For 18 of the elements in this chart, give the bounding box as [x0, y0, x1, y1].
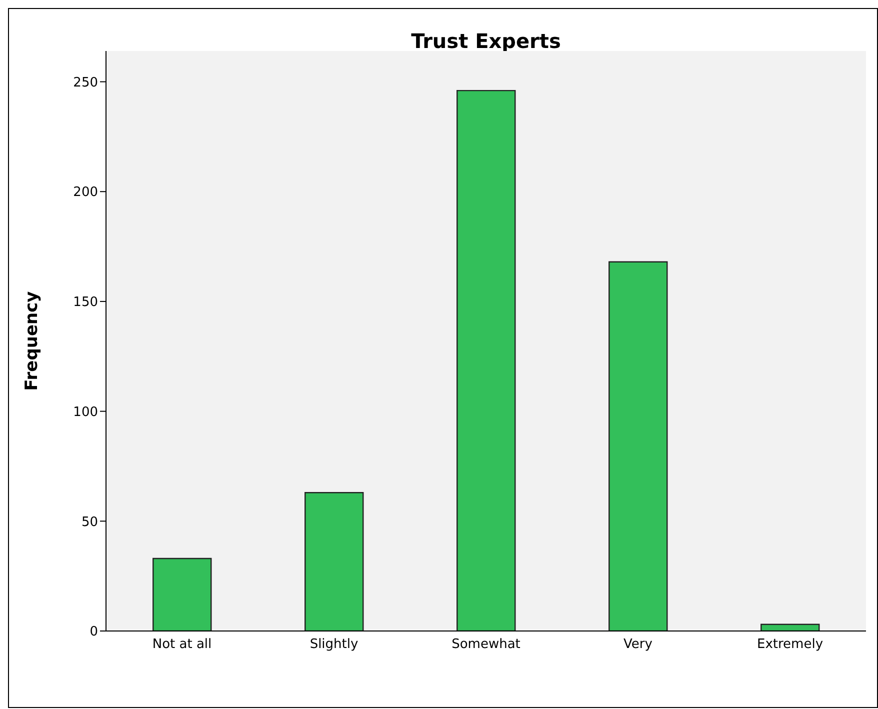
x-tick-label: Somewhat: [452, 637, 520, 652]
chart-title: Trust Experts: [410, 29, 562, 53]
x-tick-label: Very: [624, 637, 653, 652]
bar: [152, 558, 212, 631]
bar: [760, 624, 820, 631]
x-tick-label: Extremely: [756, 637, 824, 652]
y-tick-label: 100: [73, 404, 98, 420]
bar: [456, 90, 516, 631]
y-tick-label: 50: [81, 514, 98, 530]
y-tick-label: 0: [90, 624, 98, 640]
y-tick-label: 150: [73, 295, 98, 310]
y-tick-label: 250: [73, 75, 98, 90]
x-tick-label: Slightly: [310, 637, 358, 652]
bar: [304, 492, 364, 631]
x-tick-label: Not at all: [152, 637, 212, 652]
y-tick-label: 200: [73, 185, 98, 200]
bar: [608, 261, 668, 631]
y-axis-title: Frequency: [22, 291, 42, 391]
